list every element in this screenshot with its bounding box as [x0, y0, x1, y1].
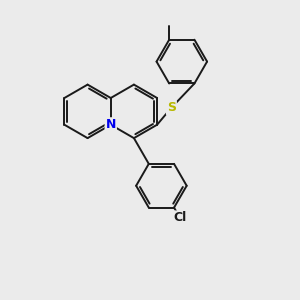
Text: N: N	[106, 118, 116, 131]
Text: S: S	[167, 101, 176, 114]
Text: Cl: Cl	[173, 212, 187, 224]
